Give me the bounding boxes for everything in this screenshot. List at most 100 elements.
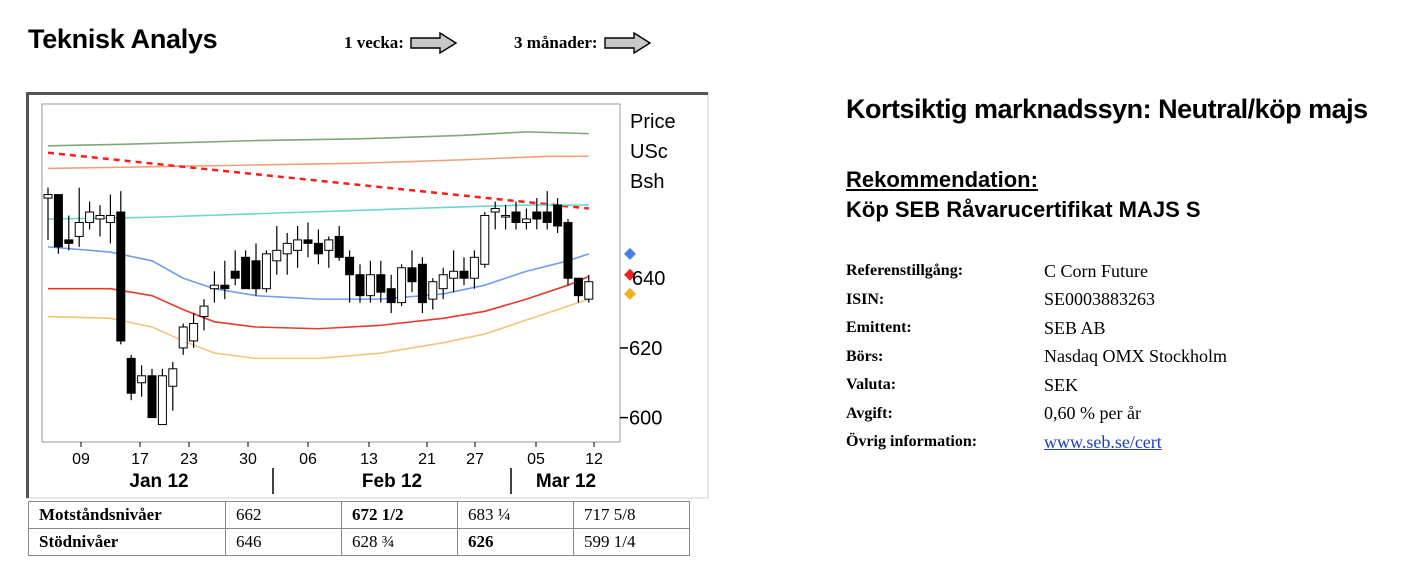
candle-body (511, 211, 521, 223)
candle-body (157, 375, 167, 426)
right-arrow-icon[interactable] (410, 32, 458, 54)
resistance-value-1: 662 (225, 501, 342, 529)
period-3-months-label: 3 månader: (514, 33, 598, 52)
candle-body (584, 281, 594, 300)
candle-body (573, 277, 583, 297)
x-tick-label: 05 (527, 451, 545, 468)
band-line (47, 298, 590, 360)
candle-body (209, 284, 219, 290)
candle-body (220, 284, 230, 290)
info-key: Emittent: (846, 319, 912, 337)
table-row: Motståndsnivåer 662 672 1/2 683 ¼ 717 5/… (28, 501, 690, 529)
recommendation-value: Köp SEB Råvarucertifikat MAJS S (846, 197, 1201, 222)
list-item: Övrig information: www.seb.se/cert (846, 428, 1368, 457)
candle-body (334, 235, 344, 258)
candle-body (303, 239, 313, 244)
candle-body (241, 256, 251, 290)
x-tick-label: 30 (239, 451, 257, 468)
info-key: Referenstillgång: (846, 262, 964, 280)
candle-body (521, 218, 531, 223)
candle-body (199, 305, 209, 318)
level-marker (624, 287, 636, 300)
support-value-2: 628 ¾ (341, 528, 458, 556)
candle-body (438, 274, 448, 290)
period-3-months: 3 månader: (514, 32, 652, 54)
candle-body (459, 270, 469, 279)
candle-body (168, 368, 178, 387)
support-value-3: 626 (457, 528, 574, 556)
info-value: SEK (1044, 374, 1079, 395)
x-tick-label: 17 (131, 451, 149, 468)
right-arrow-icon[interactable] (603, 32, 652, 54)
candle-body (563, 221, 573, 279)
y-tick-label: 640 (632, 268, 665, 290)
trend-line (47, 151, 589, 210)
candle-body (74, 221, 84, 237)
candle-body (126, 357, 136, 394)
candle-body (490, 208, 500, 213)
band-line (47, 204, 589, 220)
table-row: Stödnivåer 646 628 ¾ 626 599 1/4 (28, 528, 690, 556)
x-month-label: Jan 12 (129, 471, 188, 492)
candle-body (230, 270, 240, 279)
list-item: Börs: Nasdaq OMX Stockholm (846, 343, 1368, 372)
candle-body (469, 256, 479, 279)
candle-body (407, 267, 417, 283)
info-link[interactable]: www.seb.se/cert (1044, 431, 1162, 452)
resistance-value-2: 672 1/2 (341, 501, 458, 529)
candle-body (137, 375, 147, 384)
candle-body (147, 375, 157, 419)
y-tick-label: 620 (629, 338, 662, 360)
info-key: Övrig information: (846, 433, 978, 451)
info-key: Valuta: (846, 376, 897, 394)
band-line (47, 155, 589, 170)
candle-body (189, 323, 199, 342)
resistance-label: Motståndsnivåer (28, 501, 226, 529)
level-marker (624, 247, 636, 260)
candle-body (261, 253, 271, 290)
info-key: Börs: (846, 347, 884, 365)
resistance-value-4: 717 5/8 (573, 501, 690, 529)
candle-body (355, 274, 365, 297)
product-info: Referenstillgång: C Corn Future ISIN: SE… (846, 257, 1368, 457)
levels-table: Motståndsnivåer 662 672 1/2 683 ¼ 717 5/… (28, 501, 690, 556)
x-tick-label: 23 (180, 451, 198, 468)
list-item: Avgift: 0,60 % per år (846, 400, 1368, 429)
candle-body (501, 215, 511, 218)
x-month-label: Mar 12 (536, 471, 596, 492)
candle-body (365, 274, 375, 297)
candle-body (105, 215, 115, 223)
info-key: Avgift: (846, 404, 893, 422)
candle-body (282, 242, 292, 255)
support-label: Stödnivåer (28, 528, 226, 556)
price-unit-label: Price (630, 111, 676, 133)
resistance-value-3: 683 ¼ (457, 501, 574, 529)
info-value: C Corn Future (1044, 260, 1149, 281)
candle-body (553, 204, 563, 227)
candle-body (64, 239, 74, 244)
price-chart: 620 600 640 Price USc Bsh 09 17 23 30 06 13 21 27 05 12… (26, 92, 709, 499)
candle-body (417, 263, 427, 304)
candle-body (324, 239, 334, 251)
info-value: 0,60 % per år (1044, 403, 1141, 424)
info-key: ISIN: (846, 290, 885, 308)
y-tick-label: 600 (629, 408, 662, 430)
candle-body (386, 288, 396, 304)
list-item: Emittent: SEB AB (846, 314, 1368, 343)
price-unit-label: Bsh (630, 171, 664, 193)
candle-body (397, 267, 407, 304)
band-line (47, 246, 590, 300)
list-item: Referenstillgång: C Corn Future (846, 257, 1368, 286)
candle-body (95, 215, 105, 220)
market-view-panel: Kortsiktig marknadssyn: Neutral/köp majs… (846, 94, 1368, 457)
x-tick-label: 12 (585, 451, 603, 468)
recommendation-heading: Rekommendation: (846, 167, 1038, 192)
x-month-label: Feb 12 (362, 471, 422, 492)
market-view-headline: Kortsiktig marknadssyn: Neutral/köp majs (846, 94, 1368, 124)
candle-body (43, 194, 53, 199)
candle-body (480, 215, 490, 265)
band-line (48, 275, 590, 330)
candle-body (85, 211, 95, 223)
page-title: Teknisk Analys (28, 24, 218, 54)
x-tick-label: 21 (418, 451, 436, 468)
